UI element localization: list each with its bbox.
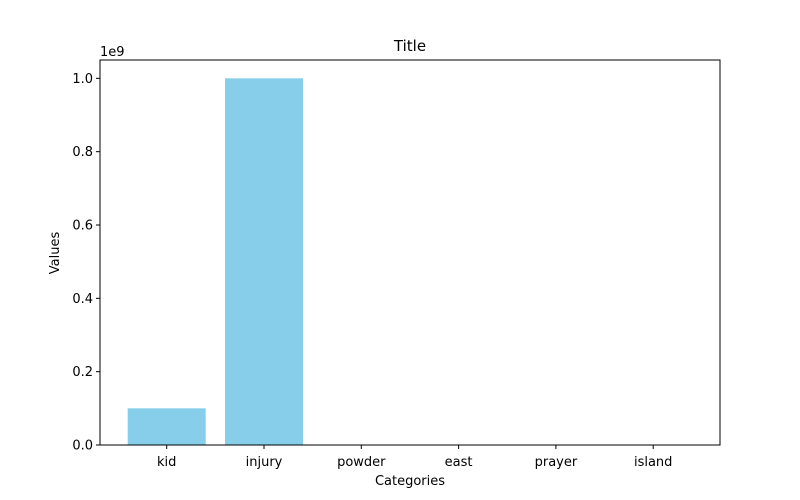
x-tick-label: prayer <box>535 455 578 470</box>
y-tick-label: 1.0 <box>72 72 93 87</box>
y-tick-label: 0.0 <box>72 439 93 454</box>
x-tick-label: east <box>445 455 473 470</box>
bar-kid <box>127 408 206 445</box>
y-axis-label: Values <box>48 232 63 275</box>
y-axis-offset-label: 1e9 <box>100 45 125 60</box>
x-axis-label: Categories <box>375 474 445 489</box>
x-tick-label: powder <box>337 455 386 470</box>
y-tick-label: 0.8 <box>72 145 93 160</box>
x-tick-label: injury <box>246 455 283 470</box>
bar-injury <box>225 78 303 445</box>
y-tick-label: 0.6 <box>72 219 93 234</box>
y-tick-label: 0.4 <box>72 292 93 307</box>
x-tick-label: island <box>634 455 672 470</box>
y-tick-label: 0.2 <box>72 365 93 380</box>
plot-frame <box>99 59 721 446</box>
bars-layer <box>127 78 303 445</box>
x-tick-label: kid <box>157 455 176 470</box>
y-axis-ticks: 0.0 0.2 0.4 0.6 0.8 1.0 <box>72 72 100 454</box>
x-axis-ticks: kid injury powder east prayer island <box>157 445 672 470</box>
chart-title: Title <box>393 37 426 55</box>
